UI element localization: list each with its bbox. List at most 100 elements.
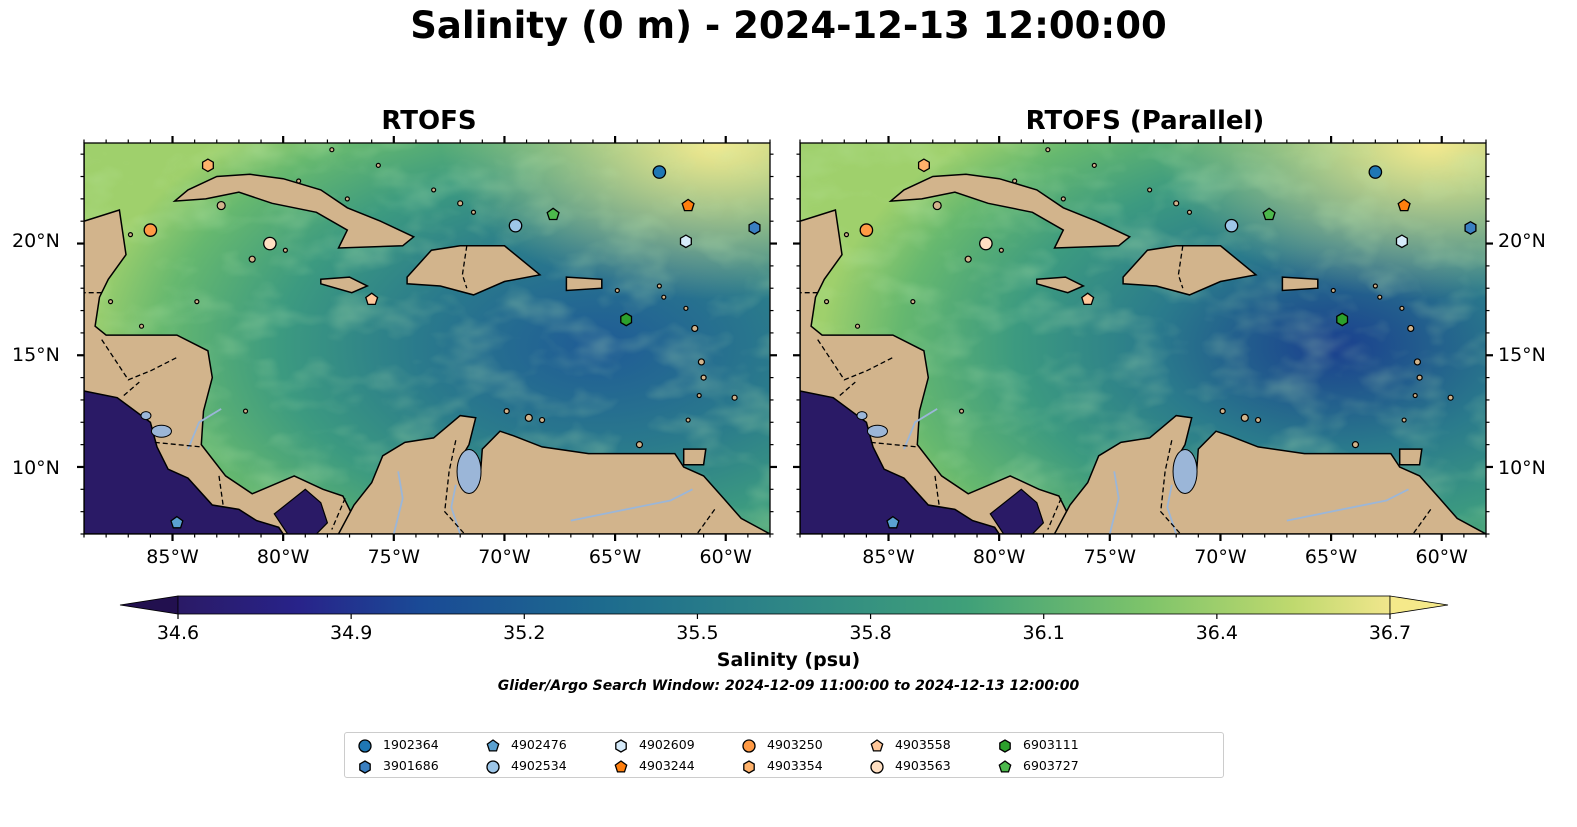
x-tick-85w-right: 85°W — [862, 546, 915, 568]
colorbar-gradient — [177, 595, 1391, 615]
colorbar — [119, 595, 1449, 619]
land-panel-left — [84, 143, 770, 534]
legend-label: 3901686 — [383, 758, 439, 773]
legend-item-4903563: 4903563 — [869, 758, 951, 774]
float-marker-4902534 — [508, 218, 523, 233]
legend-label: 4903354 — [767, 758, 823, 773]
legend-label: 6903111 — [1023, 737, 1079, 752]
float-marker-4903250 — [859, 223, 874, 237]
legend-item-4903354: 4903354 — [741, 758, 823, 774]
legend-item-4902534: 4902534 — [485, 758, 567, 774]
y-tick-15n-left: 15°N — [12, 344, 60, 366]
land-panel-right — [800, 143, 1486, 534]
float-marker-3901686 — [748, 220, 761, 235]
y-tick-20n-right: 20°N — [1498, 230, 1546, 252]
map-panel-rtofs[interactable] — [77, 136, 777, 541]
legend-marker-pentagon-icon — [870, 738, 884, 752]
legend-marker-hexagon-icon — [743, 759, 755, 774]
colorbar-tick-34.6: 34.6 — [156, 622, 200, 644]
float-marker-6903727 — [1262, 207, 1276, 221]
colorbar-tick-36.1: 36.1 — [1022, 622, 1065, 644]
y-tick-15n-right: 15°N — [1498, 344, 1546, 366]
x-tick-85w-left: 85°W — [146, 546, 199, 568]
float-legend: 1902364 3901686 4902476 4902534 4902609 49032… — [344, 732, 1224, 778]
search-window-text: Glider/Argo Search Window: 2024-12-09 11… — [497, 678, 1080, 694]
x-tick-65w-right: 65°W — [1304, 546, 1358, 568]
float-marker-4903558 — [1081, 292, 1095, 306]
legend-label: 4902476 — [511, 737, 567, 752]
float-marker-4903563 — [979, 236, 993, 251]
float-marker-4903244 — [1397, 198, 1411, 212]
legend-item-4902476: 4902476 — [485, 737, 567, 753]
float-marker-4903244 — [681, 198, 695, 212]
legend-marker-hexagon-icon — [359, 759, 371, 774]
float-marker-4903354 — [917, 158, 930, 173]
legend-label: 4903558 — [895, 737, 951, 752]
x-tick-80w-right: 80°W — [972, 546, 1026, 568]
float-marker-4903354 — [201, 158, 214, 173]
legend-label: 1902364 — [383, 737, 439, 752]
float-marker-4902609 — [1395, 234, 1408, 249]
float-marker-6903111 — [1336, 312, 1349, 327]
legend-marker-hexagon-icon — [999, 738, 1011, 753]
figure-title: Salinity (0 m) - 2024-12-13 12:00:00 — [410, 4, 1167, 47]
colorbar-tick-36.7: 36.7 — [1368, 622, 1412, 644]
float-marker-4902476 — [886, 515, 900, 529]
legend-label: 6903727 — [1023, 758, 1079, 773]
x-tick-80w-left: 80°W — [256, 546, 310, 568]
x-tick-60w-left: 60°W — [699, 546, 752, 568]
legend-item-4902609: 4902609 — [613, 737, 695, 753]
x-tick-60w-right: 60°W — [1415, 546, 1468, 568]
panel-title-rtofs-parallel: RTOFS (Parallel) — [1025, 106, 1265, 136]
x-tick-75w-left: 75°W — [367, 546, 421, 568]
float-marker-4903563 — [263, 236, 277, 251]
x-tick-65w-left: 65°W — [588, 546, 642, 568]
float-marker-1902364 — [1368, 165, 1383, 179]
colorbar-extend-high — [1389, 595, 1449, 615]
legend-marker-pentagon-icon — [486, 738, 500, 752]
legend-item-4903250: 4903250 — [741, 737, 823, 753]
float-marker-4903558 — [365, 292, 379, 306]
colorbar-tick-36.4: 36.4 — [1195, 622, 1238, 644]
colorbar-tick-35.2: 35.2 — [503, 622, 546, 644]
legend-marker-circle-icon — [358, 738, 372, 753]
legend-item-4903558: 4903558 — [869, 737, 951, 753]
legend-marker-circle-icon — [870, 759, 884, 774]
legend-marker-circle-icon — [486, 759, 500, 774]
float-marker-1902364 — [652, 165, 667, 179]
legend-marker-pentagon-icon — [998, 759, 1012, 773]
legend-marker-pentagon-icon — [614, 759, 628, 773]
legend-marker-hexagon-icon — [615, 738, 627, 753]
legend-item-4903244: 4903244 — [613, 758, 695, 774]
panel-title-rtofs: RTOFS — [381, 106, 477, 136]
float-marker-6903111 — [620, 312, 633, 327]
y-tick-20n-left: 20°N — [12, 230, 60, 252]
legend-item-1902364: 1902364 — [357, 737, 439, 753]
float-marker-3901686 — [1464, 220, 1477, 235]
legend-label: 4902534 — [511, 758, 567, 773]
y-tick-10n-left: 10°N — [12, 457, 60, 479]
legend-item-6903111: 6903111 — [997, 737, 1079, 753]
y-tick-10n-right: 10°N — [1498, 457, 1546, 479]
legend-label: 4903250 — [767, 737, 823, 752]
float-marker-4902609 — [679, 234, 692, 249]
float-marker-4902476 — [170, 515, 184, 529]
legend-item-3901686: 3901686 — [357, 758, 439, 774]
colorbar-tick-34.9: 34.9 — [329, 622, 373, 644]
legend-item-6903727: 6903727 — [997, 758, 1079, 774]
colorbar-label: Salinity (psu) — [716, 649, 861, 671]
colorbar-extend-low — [119, 595, 179, 615]
x-tick-70w-right: 70°W — [1194, 546, 1247, 568]
float-marker-4903250 — [143, 223, 158, 237]
legend-marker-circle-icon — [742, 738, 756, 753]
map-panel-rtofs-parallel[interactable] — [793, 136, 1493, 541]
colorbar-tick-35.5: 35.5 — [676, 622, 719, 644]
colorbar-tick-35.8: 35.8 — [849, 622, 892, 644]
legend-label: 4903244 — [639, 758, 695, 773]
x-tick-70w-left: 70°W — [478, 546, 531, 568]
float-marker-4902534 — [1224, 218, 1239, 233]
float-marker-6903727 — [546, 207, 560, 221]
legend-label: 4902609 — [639, 737, 695, 752]
legend-label: 4903563 — [895, 758, 951, 773]
